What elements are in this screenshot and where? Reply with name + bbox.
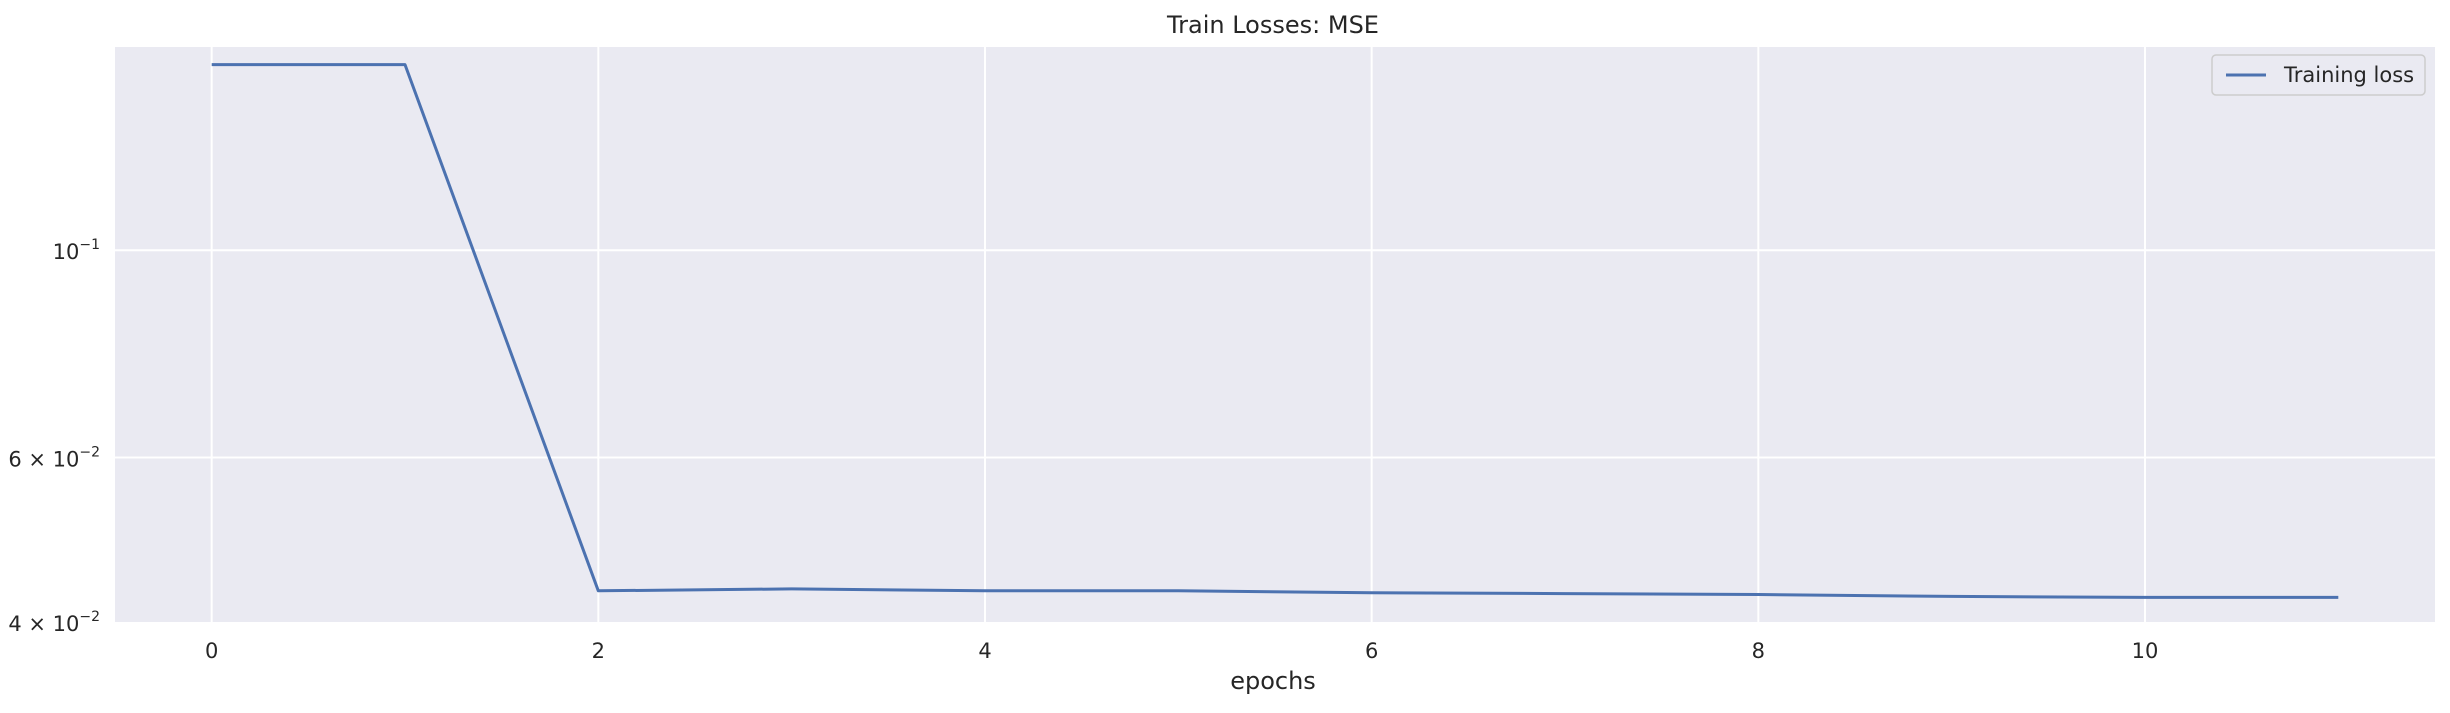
- y-tick-labels: 10−1 6 × 10−2 4 × 10−2: [8, 237, 100, 636]
- x-tick-label: 6: [1365, 639, 1378, 663]
- x-axis-title: epochs: [1230, 667, 1316, 695]
- x-tick-label: 10: [2132, 639, 2159, 663]
- legend: Training loss: [2211, 54, 2426, 96]
- x-tick-label: 8: [1752, 639, 1765, 663]
- chart-title: Train Losses: MSE: [1166, 11, 1379, 39]
- legend-frame: [2211, 54, 2426, 96]
- plot-area: [115, 47, 2435, 622]
- legend-label-training-loss: Training loss: [2283, 63, 2414, 87]
- x-tick-label: 0: [205, 639, 218, 663]
- grid-lines: [115, 47, 2435, 622]
- x-tick-labels: 0 2 4 6 8 10: [205, 639, 2158, 663]
- y-tick-label: 10−1: [53, 237, 100, 264]
- y-tick-label: 4 × 10−2: [8, 609, 100, 636]
- y-tick-label: 6 × 10−2: [8, 444, 100, 471]
- series-lines: [211, 63, 2339, 599]
- x-tick-label: 2: [592, 639, 605, 663]
- series-line-training-loss: [211, 63, 2339, 599]
- x-tick-label: 4: [978, 639, 991, 663]
